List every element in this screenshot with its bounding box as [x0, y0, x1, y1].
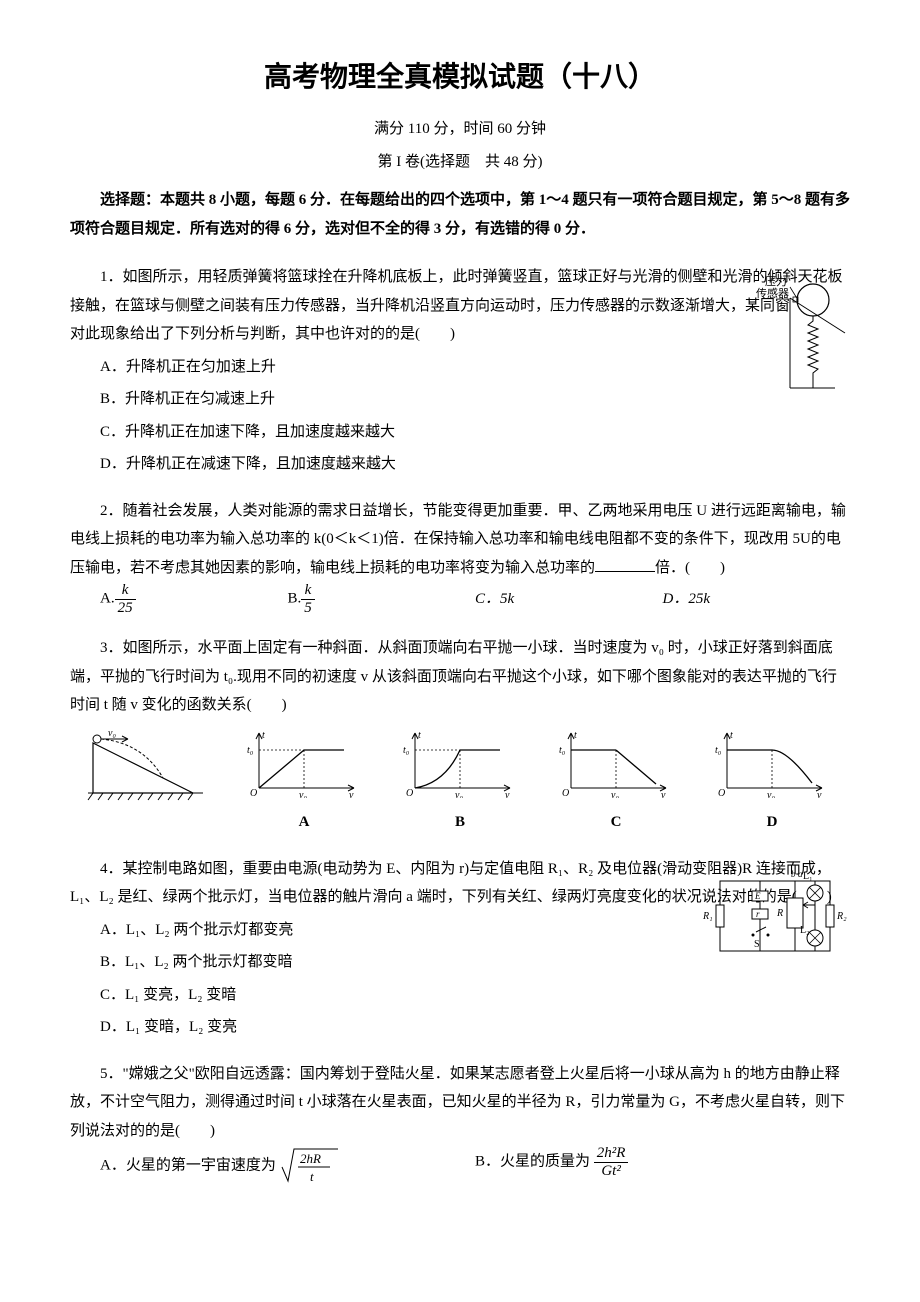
svg-text:2hR: 2hR — [300, 1151, 321, 1166]
q2-option-a: A.k25 — [100, 582, 288, 616]
q5-b-den: Gt² — [594, 1163, 629, 1180]
svg-text:v₀: v₀ — [108, 728, 116, 739]
svg-text:L₁: L₁ — [803, 871, 813, 882]
q3-label-c: C — [538, 808, 694, 837]
question-5: 5．"嫦娥之父"欧阳自远透露：国内筹划于登陆火星．如果某志愿者登上火星后将一小球… — [70, 1060, 850, 1188]
q5-stem: 5．"嫦娥之父"欧阳自远透露：国内筹划于登陆火星．如果某志愿者登上火星后将一小球… — [70, 1060, 850, 1146]
q2-option-b: B.k5 — [288, 582, 476, 616]
question-3: 3．如图所示，水平面上固定有一种斜面．从斜面顶端向右平抛一小球．当时速度为 v₀… — [70, 634, 850, 837]
svg-text:t₀: t₀ — [559, 745, 566, 756]
svg-text:v: v — [661, 790, 666, 798]
question-4: 4．某控制电路如图，重要由电源(电动势为 E、内阻为 r)与定值电阻 R₁、R₂… — [70, 855, 850, 1042]
q2-options: A.k25 B.k5 C．5k D．25k — [70, 582, 850, 616]
question-1: 1．如图所示，用轻质弹簧将篮球拴在升降机底板上，此时弹簧竖直，篮球正好与光滑的侧… — [70, 263, 850, 479]
svg-text:t: t — [574, 730, 577, 741]
svg-text:v: v — [817, 790, 822, 798]
svg-text:R: R — [776, 908, 783, 919]
q3-fig-incline: v₀ — [70, 728, 226, 837]
section-title: 第 I 卷(选择题 共 48 分) — [70, 148, 850, 177]
svg-text:v: v — [505, 790, 510, 798]
q5-b-pre: B．火星的质量为 — [475, 1154, 590, 1170]
q1-fig-label2: 传感器 — [756, 287, 789, 300]
q2-a-num: k — [115, 582, 136, 600]
q2-d-text: D．25k — [663, 591, 711, 607]
q2-a-pre: A. — [100, 591, 115, 607]
page-title: 高考物理全真模拟试题（十八） — [70, 50, 850, 103]
q5-option-a: A．火星的第一宇宙速度为 2hR t — [100, 1145, 475, 1187]
svg-text:t: t — [418, 730, 421, 741]
q5-a-pre: A．火星的第一宇宙速度为 — [100, 1158, 276, 1174]
q2-b-num: k — [301, 582, 315, 600]
svg-text:O: O — [562, 788, 569, 798]
q3-figures: v₀ t t₀ O v₀ v — [70, 728, 850, 837]
subtitle: 满分 110 分，时间 60 分钟 — [70, 115, 850, 144]
svg-text:E: E — [754, 891, 761, 901]
svg-text:t₀: t₀ — [247, 745, 254, 756]
q2-b-pre: B. — [288, 591, 302, 607]
q2-c-text: C．5k — [475, 591, 514, 607]
q3-fig-b: t t₀ O v₀ v B — [382, 728, 538, 837]
q3-label-b: B — [382, 808, 538, 837]
svg-text:t: t — [310, 1169, 314, 1184]
q4-option-c: C．L₁ 变亮，L₂ 变暗 — [100, 981, 850, 1010]
svg-text:b: b — [791, 869, 796, 879]
q1-option-c: C．升降机正在加速下降，且加速度越来越大 — [100, 418, 850, 447]
q2-blank — [595, 556, 655, 572]
instructions: 选择题：本题共 8 小题，每题 6 分．在每题给出的四个选项中，第 1～4 题只… — [70, 186, 850, 243]
svg-text:t₀: t₀ — [715, 745, 722, 756]
q3-label-a: A — [226, 808, 382, 837]
svg-text:v₀: v₀ — [299, 790, 307, 798]
svg-text:S: S — [754, 939, 760, 950]
svg-text:v₀: v₀ — [611, 790, 619, 798]
q3-stem: 3．如图所示，水平面上固定有一种斜面．从斜面顶端向右平抛一小球．当时速度为 v₀… — [70, 634, 850, 720]
q2-b-den: 5 — [301, 600, 315, 617]
svg-text:O: O — [718, 788, 725, 798]
q1-figure: 压力 传感器 — [720, 273, 850, 393]
svg-text:L₂: L₂ — [800, 925, 810, 936]
q2-option-c: C．5k — [475, 585, 663, 614]
svg-text:t₀: t₀ — [403, 745, 410, 756]
q4-circuit: R₁ R₂ E r S b a R L₁ L₂ — [700, 863, 850, 968]
q3-fig-d: t t₀ O v₀ v D — [694, 728, 850, 837]
q1-fig-label1: 压力 — [765, 275, 787, 288]
q3-label-d: D — [694, 808, 850, 837]
svg-text:O: O — [250, 788, 257, 798]
svg-text:R₂: R₂ — [836, 911, 847, 922]
question-2: 2．随着社会发展，人类对能源的需求日益增长，节能变得更加重要．甲、乙两地采用电压… — [70, 497, 850, 617]
svg-text:R₁: R₁ — [702, 911, 713, 922]
q5-b-frac: 2h²RGt² — [594, 1145, 629, 1179]
q2-a-den: 25 — [115, 600, 136, 617]
q2-option-d: D．25k — [663, 585, 851, 614]
q2-stem: 2．随着社会发展，人类对能源的需求日益增长，节能变得更加重要．甲、乙两地采用电压… — [70, 497, 850, 583]
svg-text:t: t — [262, 730, 265, 741]
q4-option-d: D．L₁ 变暗，L₂ 变亮 — [100, 1013, 850, 1042]
q2-stem-text: 2．随着社会发展，人类对能源的需求日益增长，节能变得更加重要．甲、乙两地采用电压… — [70, 503, 846, 576]
q5-a-sqrt: 2hR t — [280, 1145, 340, 1187]
svg-text:r: r — [756, 909, 760, 919]
q3-fig-c: t t₀ O v₀ v C — [538, 728, 694, 837]
q2-stem-tail: 倍．( ) — [655, 560, 725, 576]
q5-b-num: 2h²R — [594, 1145, 629, 1163]
q3-fig-a: t t₀ O v₀ v A — [226, 728, 382, 837]
svg-text:v₀: v₀ — [455, 790, 463, 798]
q1-option-d: D．升降机正在减速下降，且加速度越来越大 — [100, 450, 850, 479]
svg-text:O: O — [406, 788, 413, 798]
svg-text:v₀: v₀ — [767, 790, 775, 798]
q5-options: A．火星的第一宇宙速度为 2hR t B．火星的质量为 2h²RGt² — [70, 1145, 850, 1187]
svg-text:v: v — [349, 790, 354, 798]
svg-text:t: t — [730, 730, 733, 741]
q5-option-b: B．火星的质量为 2h²RGt² — [475, 1145, 850, 1187]
